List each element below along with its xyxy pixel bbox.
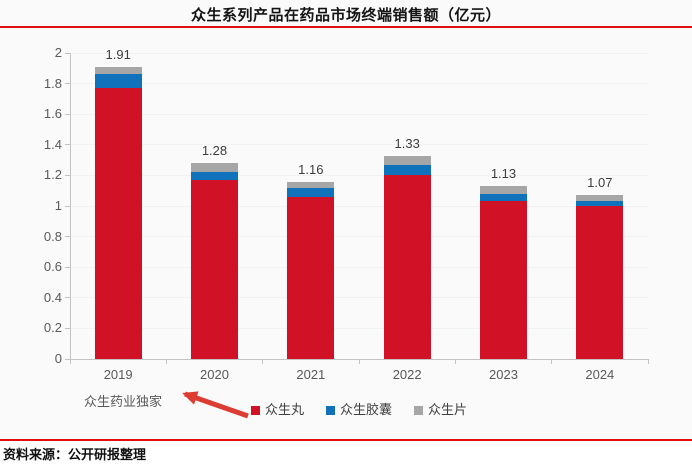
gridline <box>71 206 648 207</box>
legend-item: 众生胶囊 <box>325 402 392 417</box>
source-text: 资料来源：公开研报整理 <box>3 447 147 462</box>
x-tick-label: 2022 <box>392 367 422 382</box>
legend-label: 众生片 <box>428 402 468 417</box>
x-axis-tick <box>165 360 167 364</box>
y-axis-tick <box>65 174 70 176</box>
y-tick-label: 0.4 <box>43 289 62 305</box>
bar-segment-众生丸 <box>576 206 624 359</box>
gridline <box>71 114 648 115</box>
x-axis-tick <box>454 360 456 364</box>
legend-label: 众生胶囊 <box>339 402 392 417</box>
x-axis-line <box>70 359 649 360</box>
bar-segment-众生片 <box>383 155 431 165</box>
y-tick-label: 1.8 <box>43 75 62 91</box>
y-tick-label: 1.2 <box>43 167 62 183</box>
x-axis-tick <box>551 360 553 364</box>
bar-segment-众生丸 <box>480 201 527 359</box>
y-tick-label: 0.6 <box>43 259 62 275</box>
bar-segment-众生胶囊 <box>287 187 335 197</box>
bar-total-label: 1.28 <box>201 143 228 159</box>
gridline <box>71 297 648 298</box>
y-tick-label: 1 <box>54 198 62 213</box>
y-axis-tick <box>65 327 70 329</box>
bar-total-label: 1.91 <box>105 46 131 62</box>
bar-segment-众生片 <box>287 181 335 188</box>
legend: 众生丸 众生胶囊 众生片 <box>70 401 648 419</box>
y-axis-tick <box>65 297 70 299</box>
chart-title: 众生系列产品在药品市场终端销售额（亿元） <box>190 7 501 24</box>
gridline <box>71 83 648 84</box>
bar-chart: 2 1.8 1.6 1.4 1.2 1 0.8 0.6 0.4 0.2 0 1.91 2019 1.28 2… <box>0 40 692 392</box>
x-tick-label: 2023 <box>489 367 518 382</box>
annotation-arrow-icon <box>182 391 249 419</box>
x-axis-tick <box>647 360 649 364</box>
bar-segment-众生丸 <box>287 196 335 359</box>
bar-segment-众生片 <box>191 163 238 173</box>
bar-segment-众生胶囊 <box>383 164 431 176</box>
bar-total-label: 1.16 <box>298 161 324 177</box>
x-axis-tick <box>69 360 71 364</box>
legend-label: 众生丸 <box>264 402 304 417</box>
bar-segment-众生片 <box>480 186 527 194</box>
legend-item: 众生片 <box>414 403 467 417</box>
bar-segment-众生片 <box>94 66 142 75</box>
legend-swatch-icon <box>325 405 335 415</box>
y-axis-line <box>70 53 71 360</box>
bar-total-label: 1.33 <box>394 135 420 151</box>
y-tick-label: 1.6 <box>43 106 62 122</box>
y-axis-tick <box>65 266 70 268</box>
gridline <box>71 267 648 268</box>
y-tick-label: 2 <box>54 45 62 60</box>
annotation-label: 众生药业独家 <box>84 394 163 409</box>
gridline <box>71 236 648 237</box>
gridline <box>71 328 648 329</box>
bar-total-label: 1.07 <box>587 175 613 191</box>
y-tick-label: 1.4 <box>43 136 62 152</box>
bar-segment-众生胶囊 <box>480 193 527 202</box>
footer-background <box>0 441 692 466</box>
bar-segment-众生丸 <box>94 88 142 359</box>
bar-segment-众生丸 <box>383 175 431 359</box>
y-axis-tick <box>65 205 70 207</box>
bar-segment-众生胶囊 <box>94 74 142 89</box>
bar-segment-众生胶囊 <box>576 201 624 206</box>
y-axis-tick <box>65 52 70 54</box>
y-axis-tick <box>65 83 70 85</box>
legend-item: 众生丸 <box>250 402 304 417</box>
bar-segment-众生胶囊 <box>191 172 238 180</box>
x-axis-tick <box>262 360 264 364</box>
title-rule <box>0 26 692 28</box>
y-axis-tick <box>65 358 70 360</box>
x-tick-label: 2024 <box>585 367 615 382</box>
x-tick-label: 2019 <box>103 367 133 382</box>
y-tick-label: 0 <box>54 351 62 366</box>
bar-total-label: 1.13 <box>490 166 517 182</box>
legend-swatch-icon <box>250 405 260 415</box>
y-tick-label: 0.8 <box>43 228 62 244</box>
legend-swatch-icon <box>414 405 423 415</box>
y-axis-tick <box>65 113 70 115</box>
bar-segment-众生丸 <box>191 179 238 359</box>
y-tick-label: 0.2 <box>43 320 62 336</box>
footer-rule <box>0 439 692 441</box>
bar-segment-众生片 <box>576 195 624 202</box>
x-axis-tick <box>358 360 360 364</box>
y-axis-tick <box>65 144 70 146</box>
x-tick-label: 2020 <box>200 367 229 382</box>
x-tick-label: 2021 <box>296 367 326 382</box>
y-axis-tick <box>65 236 70 238</box>
